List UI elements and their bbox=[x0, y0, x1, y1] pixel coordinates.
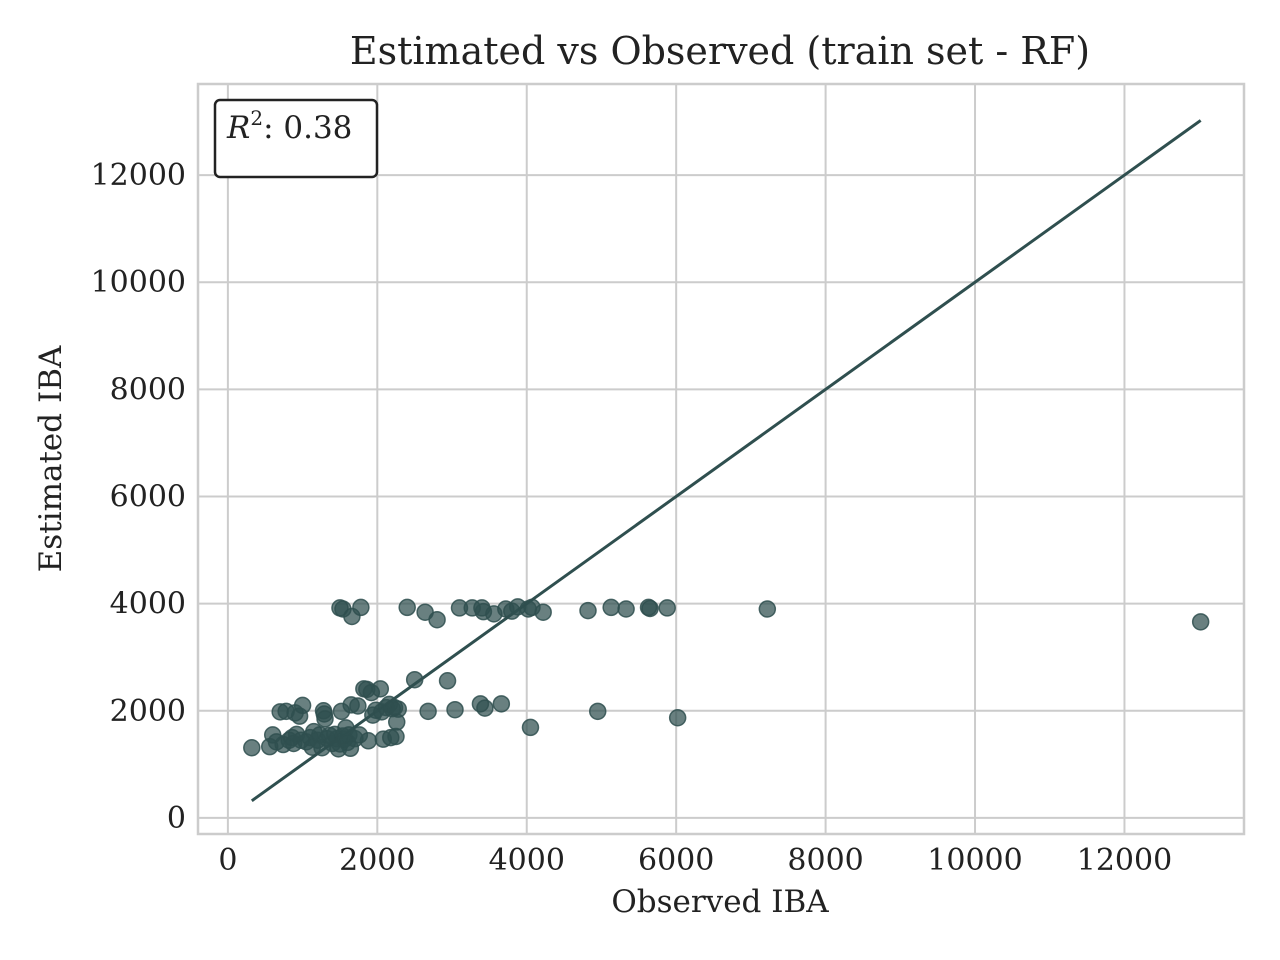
data-point bbox=[389, 700, 407, 718]
x-tick-labels: 0 2000 4000 6000 8000 10000 12000 bbox=[218, 843, 1172, 878]
data-point bbox=[359, 732, 378, 750]
data-point bbox=[602, 598, 620, 617]
x-tick-label: 12000 bbox=[1077, 843, 1172, 878]
data-point bbox=[349, 697, 367, 715]
data-point bbox=[352, 598, 370, 617]
x-tick-label: 2000 bbox=[339, 843, 415, 878]
data-point bbox=[334, 600, 352, 618]
grid bbox=[198, 84, 1244, 834]
y-tick-label: 0 bbox=[167, 801, 186, 836]
data-point bbox=[387, 727, 405, 746]
data-point bbox=[521, 718, 540, 737]
y-tick-label: 8000 bbox=[110, 372, 186, 407]
reference-line bbox=[250, 119, 1202, 803]
data-point bbox=[293, 696, 312, 715]
data-points bbox=[243, 598, 1210, 758]
data-point bbox=[419, 702, 437, 721]
annotation-text: R2: 0.38 bbox=[226, 106, 352, 146]
data-point bbox=[476, 699, 494, 717]
data-point bbox=[446, 700, 464, 719]
data-point bbox=[405, 670, 424, 689]
annotation-box bbox=[213, 98, 379, 179]
data-point bbox=[758, 600, 777, 618]
y-tick-label: 10000 bbox=[91, 265, 186, 300]
x-tick-label: 8000 bbox=[787, 843, 863, 878]
data-point bbox=[658, 599, 676, 617]
data-point bbox=[641, 599, 659, 618]
data-point bbox=[316, 710, 334, 728]
y-tick-label: 6000 bbox=[110, 480, 186, 515]
y-tick-labels: 0 2000 4000 6000 8000 10000 12000 bbox=[91, 158, 186, 836]
x-tick-label: 0 bbox=[218, 843, 237, 878]
data-point bbox=[428, 610, 446, 629]
r-squared-annotation: R2: 0.38 bbox=[213, 98, 379, 179]
y-tick-label: 2000 bbox=[110, 694, 186, 729]
data-point bbox=[617, 600, 635, 618]
chart-title: Estimated vs Observed (train set - RF) bbox=[350, 29, 1090, 73]
data-point bbox=[371, 680, 390, 698]
data-point bbox=[492, 695, 511, 713]
x-tick-label: 10000 bbox=[927, 843, 1022, 878]
x-tick-label: 4000 bbox=[489, 843, 565, 878]
plot-frame bbox=[196, 82, 1246, 836]
data-point bbox=[438, 672, 457, 690]
data-point bbox=[243, 739, 261, 757]
reference-line-group bbox=[250, 119, 1202, 803]
annotation-superscript: 2 bbox=[250, 106, 263, 130]
annotation-value: : 0.38 bbox=[263, 110, 352, 146]
data-point bbox=[534, 603, 552, 621]
x-tick-label: 6000 bbox=[638, 843, 714, 878]
x-axis-label: Observed IBA bbox=[611, 884, 829, 920]
y-tick-label: 12000 bbox=[91, 158, 186, 193]
data-point bbox=[668, 709, 687, 727]
data-point bbox=[398, 598, 416, 617]
data-point bbox=[579, 601, 597, 620]
data-point bbox=[588, 702, 607, 721]
y-axis-label: Estimated IBA bbox=[33, 345, 69, 572]
y-tick-label: 4000 bbox=[110, 587, 186, 622]
annotation-prefix: R bbox=[226, 110, 250, 146]
data-point bbox=[1191, 613, 1210, 631]
